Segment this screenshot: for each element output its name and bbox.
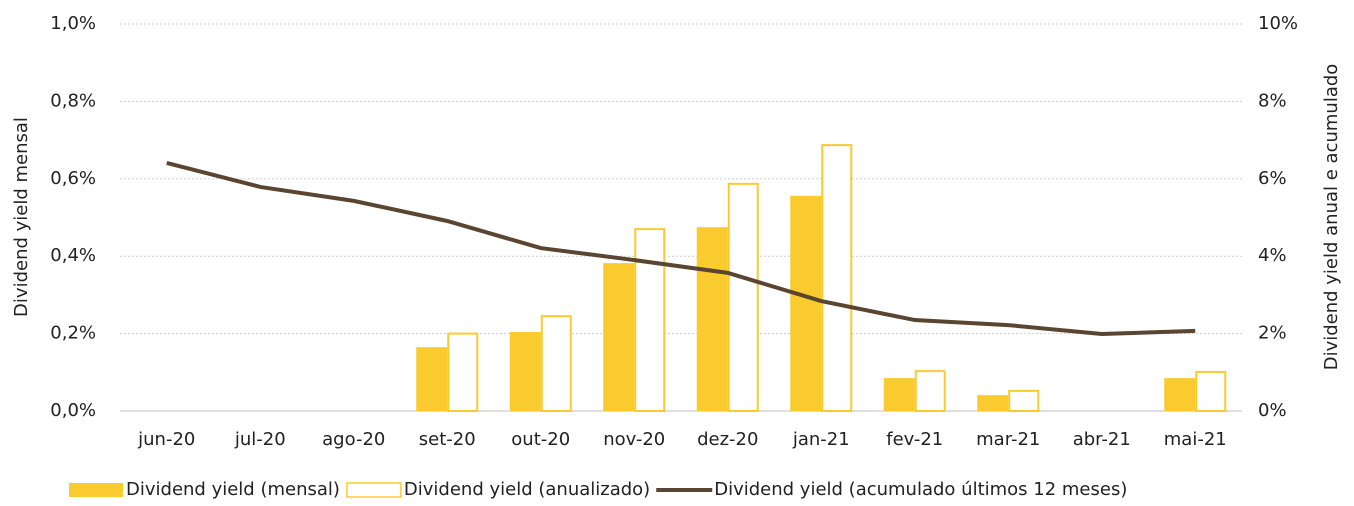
y-tick-label: 0,6% — [50, 168, 96, 189]
x-tick-label: jul-20 — [234, 429, 286, 450]
y2-tick-label: 4% — [1258, 245, 1287, 266]
x-tick-label: jan-21 — [792, 429, 850, 450]
bar — [977, 395, 1009, 411]
x-tick-label: jun-20 — [137, 429, 195, 450]
legend-label: Dividend yield (mensal) — [126, 479, 340, 500]
legend-label: Dividend yield (anualizado) — [404, 479, 650, 500]
legend-swatch — [346, 482, 402, 498]
bar — [540, 315, 572, 412]
x-tick-label: set-20 — [419, 429, 476, 450]
bar — [727, 182, 759, 412]
bar — [914, 370, 946, 413]
y2-tick-label: 2% — [1258, 323, 1287, 344]
y-axis-title: Dividend yield mensal — [11, 117, 32, 317]
legend-swatch — [69, 483, 123, 497]
x-tick-label: ago-20 — [322, 429, 385, 450]
line — [166, 160, 1196, 336]
x-tick-label: mar-21 — [976, 429, 1040, 450]
x-tick-label: out-20 — [511, 429, 570, 450]
bar — [603, 263, 635, 411]
bar — [1195, 370, 1227, 412]
y2-tick-label: 0% — [1258, 400, 1287, 421]
bar — [790, 195, 822, 411]
y-tick-label: 0,2% — [50, 323, 96, 344]
legend-label: Dividend yield (acumulado últimos 12 mes… — [714, 479, 1127, 500]
x-tick-label: mai-21 — [1164, 429, 1227, 450]
bar — [1008, 389, 1040, 413]
bar — [509, 332, 541, 411]
x-tick-label: dez-20 — [697, 429, 758, 450]
y2-axis-title: Dividend yield anual e acumulado — [1321, 64, 1342, 371]
y2-tick-label: 6% — [1258, 168, 1287, 189]
bar — [883, 378, 915, 411]
bar — [447, 332, 479, 413]
bar — [821, 144, 853, 412]
bar — [1164, 378, 1196, 411]
x-tick-label: abr-21 — [1073, 429, 1131, 450]
x-tick-label: nov-20 — [603, 429, 665, 450]
bar — [634, 228, 666, 412]
bar — [696, 227, 728, 411]
y2-tick-label: 8% — [1258, 90, 1287, 111]
y-tick-label: 0,0% — [50, 400, 96, 421]
bar — [416, 347, 448, 411]
x-tick-label: fev-21 — [886, 429, 943, 450]
y-tick-label: 1,0% — [50, 13, 96, 34]
y2-tick-label: 10% — [1258, 13, 1298, 34]
y-tick-label: 0,4% — [50, 245, 96, 266]
y-tick-label: 0,8% — [50, 90, 96, 111]
